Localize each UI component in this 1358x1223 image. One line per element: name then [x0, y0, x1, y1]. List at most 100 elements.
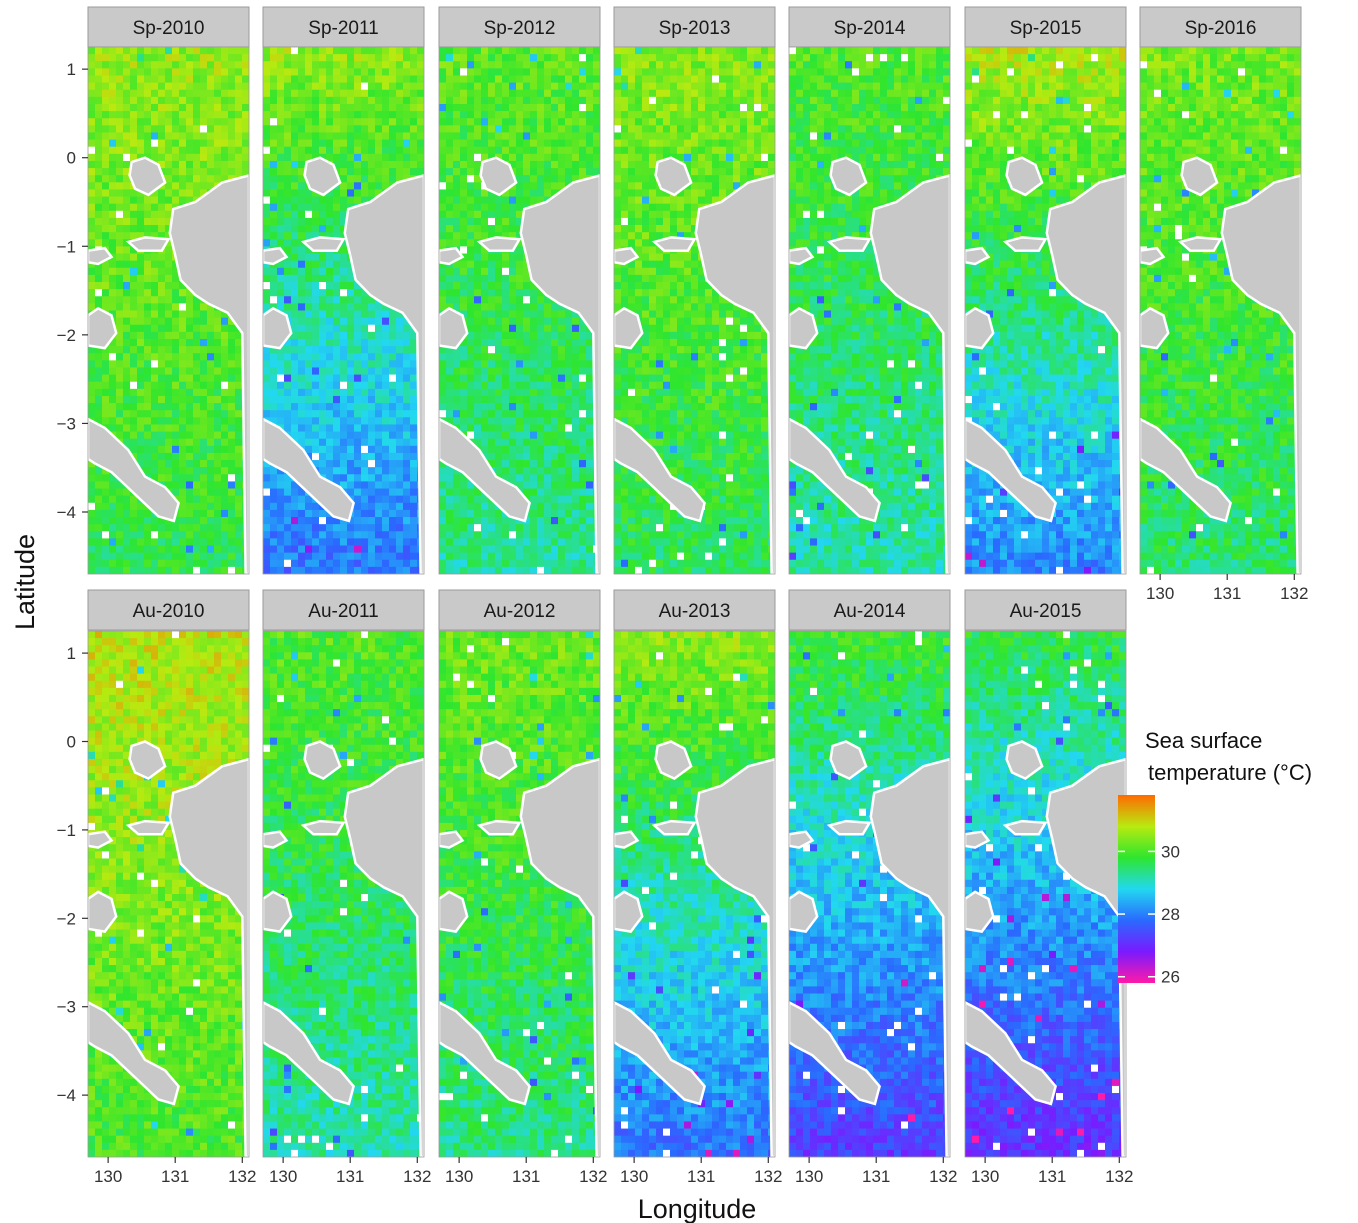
sst-cell — [214, 146, 222, 155]
sst-cell — [509, 296, 517, 304]
sst-cell — [361, 395, 369, 404]
sst-cell — [291, 552, 299, 561]
sst-cell — [319, 139, 327, 148]
sst-cell — [474, 495, 482, 504]
sst-cell — [221, 111, 229, 119]
sst-cell — [95, 196, 103, 205]
sst-cell — [544, 118, 552, 126]
sst-cell — [382, 431, 390, 440]
sst-cell — [544, 445, 552, 454]
sst-cell — [312, 445, 320, 454]
sst-cell — [361, 160, 369, 169]
sst-cell — [572, 445, 580, 454]
sst-cell — [382, 524, 390, 532]
sst-cell — [558, 360, 566, 368]
sst-cell — [144, 225, 152, 233]
sst-cell — [333, 531, 341, 539]
sst-cell — [193, 111, 201, 119]
sst-cell — [102, 118, 110, 126]
sst-cell — [530, 139, 538, 148]
sst-cell — [565, 488, 573, 497]
sst-cell — [502, 260, 510, 269]
sst-cell — [291, 217, 299, 226]
sst-cell — [200, 168, 208, 176]
sst-cell — [207, 438, 215, 447]
sst-cell — [382, 388, 390, 397]
sst-cell — [446, 125, 454, 133]
sst-cell — [221, 367, 229, 375]
sst-cell — [270, 96, 278, 105]
sst-cell — [354, 68, 362, 76]
sst-cell — [558, 118, 566, 126]
sst-cell — [235, 445, 243, 454]
sst-cell — [467, 403, 475, 411]
sst-cell — [228, 367, 236, 375]
sst-cell — [172, 89, 180, 98]
sst-cell — [340, 367, 348, 375]
sst-cell — [172, 403, 180, 411]
sst-cell — [382, 509, 390, 518]
sst-cell — [305, 552, 313, 561]
sst-cell — [130, 403, 138, 411]
sst-cell — [298, 438, 306, 447]
sst-cell — [347, 538, 355, 546]
sst-cell — [319, 552, 327, 561]
sst-cell — [537, 118, 545, 126]
sst-cell — [228, 61, 236, 69]
sst-cell — [270, 531, 278, 539]
facet-panels: Sp-2010 Sp-2011 Sp-2012 Sp-2013 Sp-2014 Sp-20… — [87, 6, 1302, 1158]
sst-cell — [263, 54, 271, 62]
sst-cell — [467, 338, 475, 347]
sst-cell — [319, 460, 327, 468]
sst-cell — [537, 388, 545, 397]
sst-cell — [151, 153, 159, 162]
sst-cell — [439, 346, 447, 354]
sst-cell — [389, 566, 397, 574]
sst-cell — [495, 196, 503, 205]
sst-cell — [516, 153, 524, 162]
sst-cell — [410, 481, 418, 489]
sst-cell — [186, 168, 194, 176]
sst-cell — [495, 232, 503, 240]
sst-cell — [291, 54, 299, 62]
sst-cell — [572, 61, 580, 69]
sst-cell — [109, 267, 117, 276]
sst-cell — [565, 168, 573, 176]
sst-cell — [137, 374, 145, 383]
sst-cell — [277, 395, 285, 404]
sst-cell — [186, 47, 194, 55]
sst-cell — [403, 324, 411, 333]
sst-cell — [467, 260, 475, 269]
sst-cell — [375, 54, 383, 62]
sst-cell — [495, 424, 503, 432]
sst-cell — [270, 75, 278, 84]
sst-cell — [460, 353, 468, 361]
sst-cell — [165, 139, 173, 148]
sst-cell — [137, 431, 145, 440]
sst-cell — [502, 317, 510, 326]
sst-cell — [165, 467, 173, 475]
sst-cell — [460, 175, 468, 183]
sst-cell — [263, 388, 271, 397]
sst-cell — [298, 274, 306, 283]
sst-cell — [572, 452, 580, 461]
sst-cell — [551, 460, 559, 468]
sst-cell — [291, 509, 299, 518]
sst-cell — [502, 296, 510, 304]
sst-cell — [340, 182, 348, 190]
sst-cell — [509, 61, 517, 69]
sst-cell — [284, 125, 292, 133]
sst-cell — [123, 338, 131, 347]
sst-cell — [326, 96, 334, 105]
sst-cell — [544, 467, 552, 475]
sst-cell — [579, 502, 587, 511]
sst-cell — [270, 346, 278, 354]
sst-cell — [123, 289, 131, 297]
sst-cell — [530, 360, 538, 368]
sst-cell — [298, 367, 306, 375]
sst-cell — [347, 338, 355, 347]
sst-cell — [88, 89, 96, 98]
sst-cell — [228, 467, 236, 475]
sst-cell — [172, 182, 180, 190]
sst-cell — [572, 54, 580, 62]
